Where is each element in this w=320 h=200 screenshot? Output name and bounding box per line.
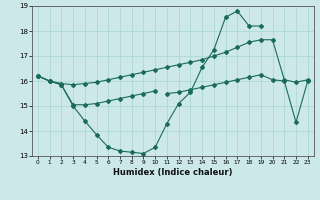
X-axis label: Humidex (Indice chaleur): Humidex (Indice chaleur) <box>113 168 233 177</box>
